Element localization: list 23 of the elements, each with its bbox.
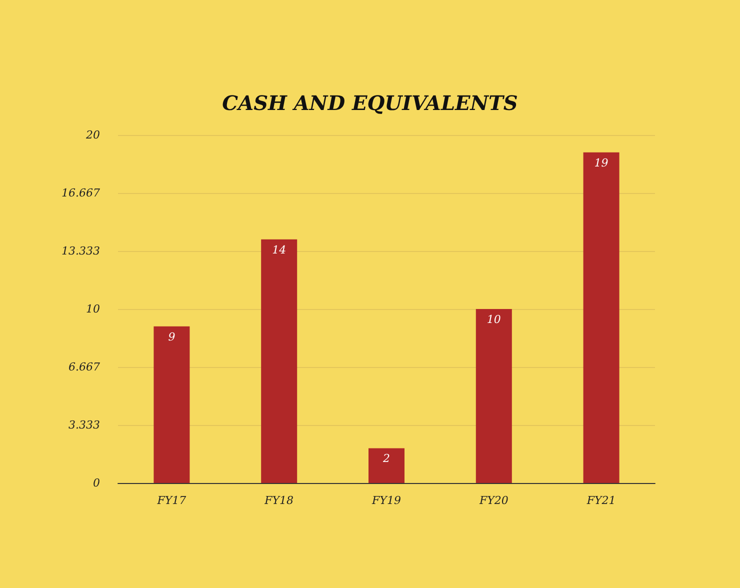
data-label: 14 (272, 243, 286, 256)
bar (476, 309, 512, 483)
chart-title: CASH AND EQUIVALENTS (222, 91, 518, 115)
x-tick-label: FY17 (156, 494, 186, 507)
x-tick-label: FY18 (264, 494, 294, 507)
y-tick-label: 16.667 (62, 186, 100, 200)
y-tick-label: 10 (86, 302, 100, 316)
data-label: 19 (594, 156, 608, 170)
y-tick-label: 3.333 (68, 418, 100, 432)
data-label: 10 (486, 313, 501, 326)
bar (261, 239, 298, 483)
y-tick-label: 13.333 (62, 244, 100, 258)
x-tick-label: FY20 (478, 494, 508, 507)
y-tick-label: 20 (85, 128, 100, 142)
data-label: 2 (382, 452, 390, 466)
y-tick-label: 6.667 (68, 360, 100, 374)
bar (583, 152, 620, 483)
bar (154, 326, 190, 483)
y-tick-label: 0 (93, 476, 100, 490)
data-label: 9 (168, 330, 176, 344)
x-tick-label: FY19 (371, 494, 401, 507)
bar (368, 448, 404, 483)
x-tick-label: FY21 (586, 494, 616, 507)
